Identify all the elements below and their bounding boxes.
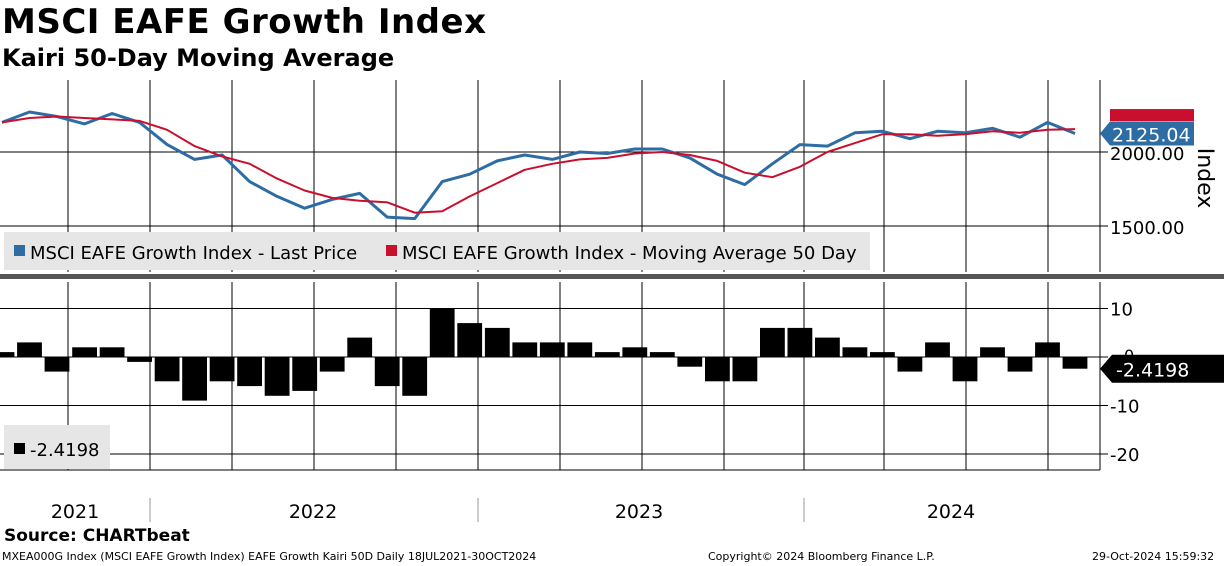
kairi-bar bbox=[594, 352, 620, 357]
legend-label-price: MSCI EAFE Growth Index - Last Price bbox=[30, 243, 357, 264]
kairi-bar bbox=[347, 337, 373, 357]
kairi-ytick-label: -10 bbox=[1110, 397, 1139, 418]
kairi-bar bbox=[952, 357, 978, 382]
kairi-bar bbox=[512, 342, 538, 357]
kairi-bar bbox=[72, 347, 97, 357]
kairi-bar bbox=[319, 357, 345, 372]
kairi-legend-label: -2.4198 bbox=[30, 440, 99, 461]
footer-description: MXEA000G Index (MSCI EAFE Growth Index) … bbox=[2, 550, 537, 563]
kairi-bar bbox=[1007, 357, 1033, 372]
kairi-bar bbox=[732, 357, 758, 382]
kairi-ytick-label: -20 bbox=[1110, 445, 1139, 466]
price-legend-box bbox=[4, 232, 870, 270]
kairi-bar bbox=[842, 347, 868, 357]
footer-timestamp: 29-Oct-2024 15:59:32 bbox=[1092, 550, 1215, 563]
footer-copyright: Copyright© 2024 Bloomberg Finance L.P. bbox=[708, 550, 935, 563]
ma-last-value-tag bbox=[1110, 109, 1194, 122]
kairi-bar bbox=[787, 327, 813, 357]
kairi-bar bbox=[870, 352, 895, 357]
kairi-bar bbox=[209, 357, 235, 382]
price-last-value-label: 2125.04 bbox=[1112, 125, 1191, 147]
x-year-label: 2024 bbox=[927, 501, 975, 523]
x-year-label: 2023 bbox=[615, 501, 663, 523]
kairi-bar bbox=[402, 357, 428, 396]
kairi-bar bbox=[705, 357, 730, 382]
legend-swatch-price bbox=[14, 245, 25, 256]
kairi-bar bbox=[760, 327, 785, 357]
kairi-bar bbox=[980, 347, 1005, 357]
kairi-bar bbox=[429, 308, 455, 357]
price-ytick-label: 2000.00 bbox=[1110, 144, 1184, 165]
price-ytick-label: 1500.00 bbox=[1110, 218, 1184, 239]
legend-label-ma: MSCI EAFE Growth Index - Moving Average … bbox=[402, 243, 857, 264]
source-note: Source: CHARTbeat bbox=[4, 526, 190, 546]
x-year-label: 2022 bbox=[289, 501, 337, 523]
kairi-bar bbox=[44, 357, 70, 372]
kairi-bar bbox=[17, 342, 42, 357]
kairi-bar bbox=[677, 357, 703, 367]
kairi-bar bbox=[0, 352, 15, 357]
kairi-bar bbox=[897, 357, 923, 372]
kairi-bar bbox=[815, 337, 840, 357]
kairi-bar bbox=[264, 357, 290, 396]
kairi-bar bbox=[374, 357, 400, 387]
legend-swatch-ma bbox=[386, 245, 397, 256]
kairi-bar bbox=[457, 323, 483, 357]
kairi-bar bbox=[154, 357, 180, 382]
kairi-bar bbox=[182, 357, 207, 401]
kairi-bar bbox=[567, 342, 593, 357]
moving-average-line bbox=[1, 115, 1076, 214]
price-axis-label: Index bbox=[1192, 148, 1217, 209]
kairi-bar bbox=[1035, 342, 1060, 357]
price-last-value-tag bbox=[1100, 121, 1194, 146]
kairi-bar bbox=[292, 357, 318, 391]
kairi-bar bbox=[1062, 357, 1088, 369]
kairi-bar bbox=[925, 342, 950, 357]
x-year-label: 2021 bbox=[51, 501, 99, 523]
kairi-bar bbox=[649, 352, 675, 357]
kairi-bar bbox=[127, 357, 152, 362]
kairi-bar bbox=[484, 327, 510, 357]
kairi-ytick-label: 10 bbox=[1110, 300, 1133, 321]
kairi-bar bbox=[99, 347, 125, 357]
kairi-bar bbox=[539, 342, 565, 357]
kairi-last-value-label: -2.4198 bbox=[1116, 360, 1189, 382]
panel-separator bbox=[0, 274, 1224, 279]
kairi-bar bbox=[237, 357, 262, 387]
chart-subtitle: Kairi 50-Day Moving Average bbox=[2, 44, 395, 72]
chart-title: MSCI EAFE Growth Index bbox=[2, 2, 487, 42]
kairi-last-value-tag bbox=[1100, 354, 1224, 383]
kairi-legend-swatch bbox=[14, 443, 25, 454]
kairi-bar bbox=[622, 347, 648, 357]
